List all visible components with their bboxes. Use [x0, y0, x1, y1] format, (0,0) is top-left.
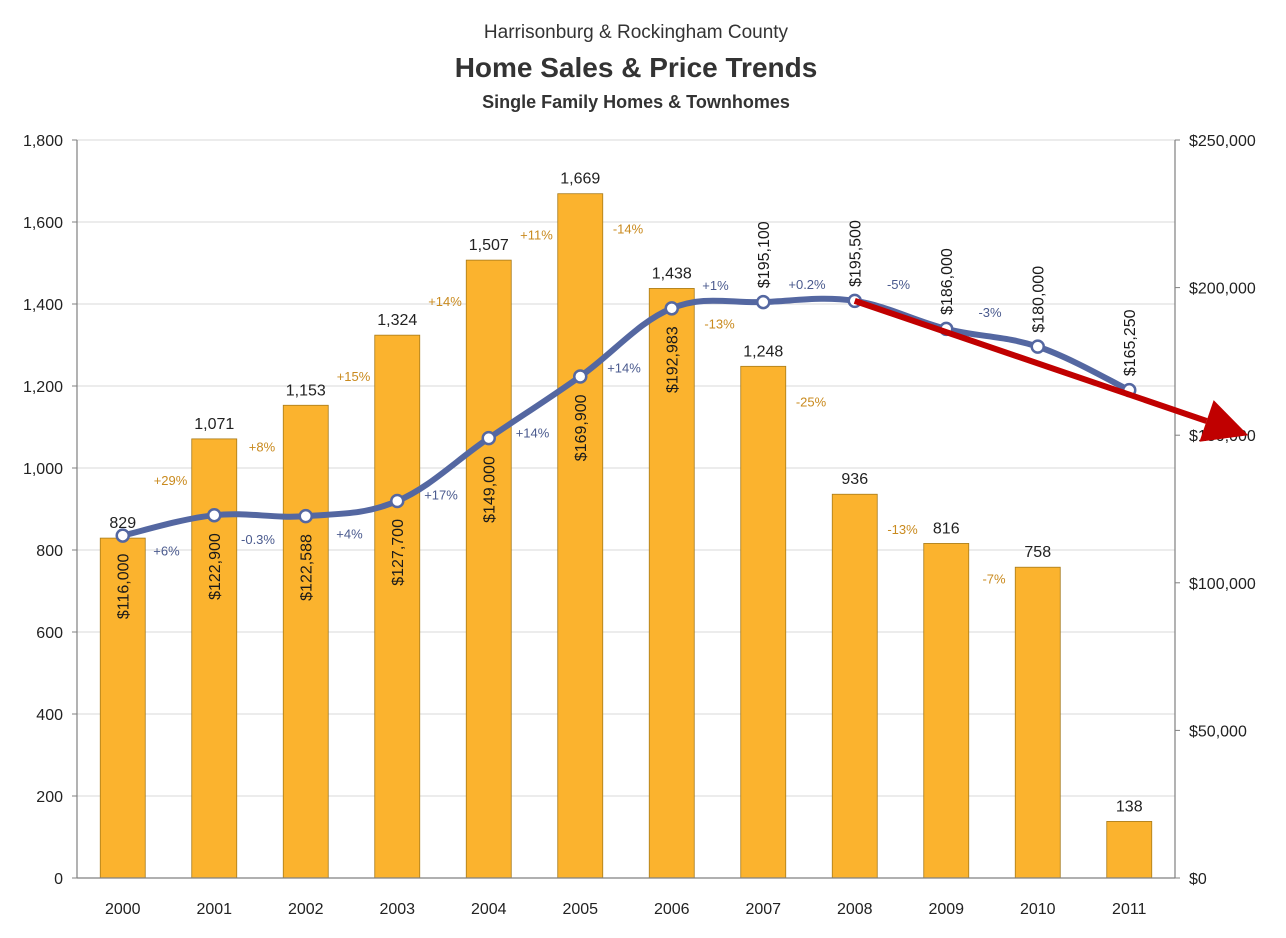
price-value-label: $169,900	[573, 394, 590, 461]
price-value-label: $149,000	[482, 456, 499, 523]
bar	[923, 543, 970, 879]
x-tick-label: 2000	[105, 901, 141, 918]
price-point	[207, 507, 222, 523]
price-change-label: +6%	[153, 543, 180, 558]
price-change-label: +0.2%	[788, 277, 826, 292]
price-value-label: $116,000	[116, 553, 133, 619]
chart-supertitle: Harrisonburg & Rockingham County	[483, 22, 789, 43]
bar-value-label: 138	[1116, 798, 1143, 815]
x-tick-label: 2009	[928, 901, 964, 918]
bar	[557, 193, 604, 879]
y-left-tick-label: 1,400	[23, 297, 63, 314]
price-change-label: +17%	[424, 488, 458, 503]
bar	[1106, 821, 1153, 879]
bar-value-label: 816	[933, 520, 960, 537]
bar	[282, 404, 329, 879]
price-change-label: +4%	[336, 527, 363, 542]
bar-change-label: +11%	[520, 228, 553, 243]
bar-value-label: 1,438	[652, 265, 692, 282]
x-tick-label: 2008	[837, 901, 873, 918]
bar-value-label: 1,071	[194, 416, 234, 433]
price-value-label: $195,500	[848, 220, 865, 287]
y-left-tick-label: 0	[54, 871, 63, 888]
price-value-label: $195,100	[756, 221, 773, 288]
y-left-tick-label: 1,600	[23, 215, 63, 232]
price-point	[298, 508, 313, 524]
x-tick-label: 2004	[471, 901, 507, 918]
x-tick-label: 2011	[1112, 901, 1147, 918]
x-tick-label: 2007	[745, 901, 781, 918]
bar-change-label: +29%	[154, 473, 188, 488]
bar-change-label: -13%	[704, 316, 735, 331]
bar-value-label: 936	[841, 471, 868, 488]
price-change-label: +14%	[516, 425, 550, 440]
bar-change-label: +14%	[428, 294, 462, 309]
bar-value-label: 1,669	[560, 171, 600, 188]
price-value-label: $192,983	[665, 326, 682, 393]
y-right-tick-label: $0	[1189, 871, 1207, 888]
price-point	[115, 528, 130, 543]
price-value-label: $122,900	[207, 533, 224, 600]
price-point	[664, 301, 679, 316]
bar	[465, 259, 512, 879]
bar	[99, 537, 146, 879]
y-left-tick-label: 1,800	[23, 133, 63, 150]
y-right-tick-label: $50,000	[1189, 723, 1247, 740]
price-value-label: $186,000	[939, 248, 956, 315]
bar	[648, 288, 695, 879]
bar-value-label: 1,153	[286, 382, 326, 399]
price-value-label: $180,000	[1031, 266, 1048, 333]
bar-value-label: 1,248	[743, 343, 783, 360]
x-tick-label: 2005	[562, 901, 598, 918]
bar-change-label: -14%	[613, 222, 644, 237]
price-change-label: +14%	[607, 360, 641, 375]
price-value-label: $127,700	[390, 519, 407, 586]
x-tick-label: 2002	[288, 901, 324, 918]
y-left-tick-label: 400	[36, 707, 63, 724]
bar	[374, 334, 421, 879]
x-tick-label: 2003	[379, 901, 415, 918]
price-change-label: -5%	[887, 277, 911, 292]
bar	[831, 493, 878, 879]
y-left-tick-label: 1,000	[23, 461, 63, 478]
bar-value-label: 829	[109, 515, 136, 532]
bar-change-label: +8%	[249, 439, 276, 454]
bar-change-label: -25%	[796, 394, 827, 409]
price-value-label: $165,250	[1122, 309, 1139, 376]
x-tick-label: 2001	[196, 901, 232, 918]
price-point	[756, 294, 771, 310]
price-point	[481, 430, 496, 446]
price-point	[390, 493, 405, 509]
trend-arrow-head	[1199, 400, 1249, 442]
trend-arrow-shaft	[853, 298, 1208, 424]
y-right-tick-label: $100,000	[1189, 576, 1256, 593]
bar	[191, 438, 238, 879]
price-point	[573, 369, 588, 384]
y-left-tick-label: 1,200	[23, 379, 63, 396]
price-change-label: -0.3%	[241, 532, 275, 547]
y-left-tick-label: 600	[36, 625, 63, 642]
y-left-tick-label: 200	[36, 789, 63, 806]
y-right-tick-label: $250,000	[1189, 133, 1256, 150]
x-tick-label: 2006	[654, 901, 690, 918]
x-tick-label: 2010	[1020, 901, 1056, 918]
bar-change-label: +15%	[337, 369, 371, 384]
chart-subtitle: Single Family Homes & Townhomes	[482, 92, 790, 112]
bar	[740, 365, 787, 879]
bar	[1014, 566, 1061, 879]
price-change-label: -3%	[978, 305, 1002, 320]
price-line	[119, 295, 1133, 539]
bar-change-label: -13%	[887, 522, 918, 537]
price-change-label: +1%	[702, 278, 729, 293]
bar-change-label: -7%	[982, 571, 1006, 586]
y-left-tick-label: 800	[36, 543, 63, 560]
price-point	[1030, 339, 1045, 354]
y-right-tick-label: $200,000	[1189, 281, 1256, 298]
bar-value-label: 1,324	[377, 312, 417, 329]
bar-value-label: 758	[1024, 544, 1051, 561]
price-value-label: $122,588	[299, 534, 316, 601]
bar-value-label: 1,507	[469, 237, 509, 254]
chart-title: Home Sales & Price Trends	[454, 52, 818, 83]
